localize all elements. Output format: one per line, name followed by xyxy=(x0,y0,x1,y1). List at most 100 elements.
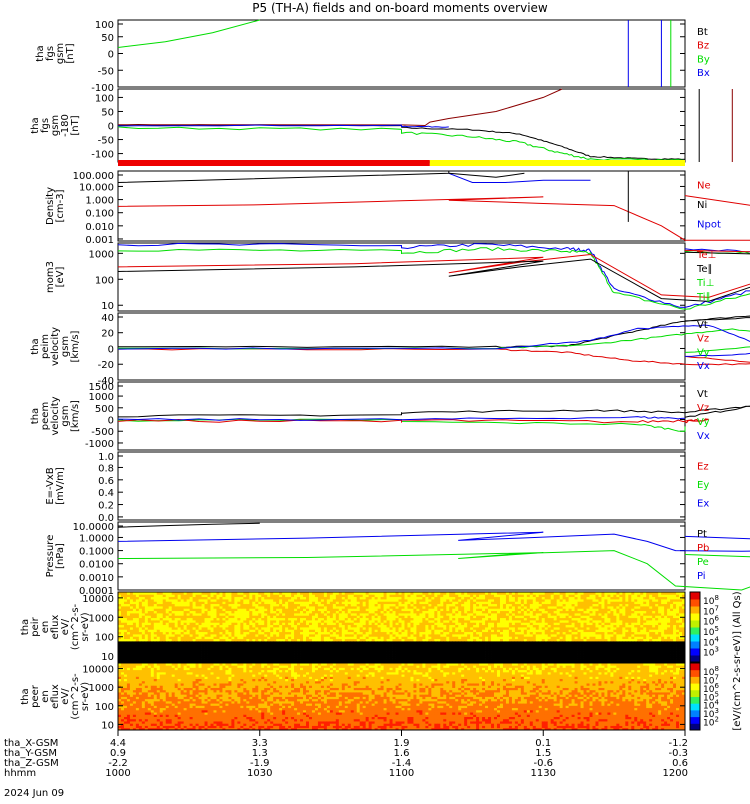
spectrogram-cell xyxy=(563,604,566,607)
spectrogram-cell xyxy=(288,604,291,607)
spectrogram-cell xyxy=(378,639,381,642)
spectrogram-cell xyxy=(479,632,482,635)
spectrogram-cell xyxy=(455,653,458,656)
spectrogram-cell xyxy=(187,650,190,653)
spectrogram-cell xyxy=(166,597,169,600)
spectrogram-cell xyxy=(372,655,375,658)
spectrogram-cell xyxy=(163,611,166,614)
spectrogram-cell xyxy=(228,618,231,621)
spectrogram-cell xyxy=(473,636,476,639)
spectrogram-cell xyxy=(575,634,578,637)
spectrogram-cell xyxy=(458,622,461,625)
spectrogram-cell xyxy=(222,636,225,639)
spectrogram-cell xyxy=(464,639,467,642)
spectrogram-cell xyxy=(225,594,228,597)
spectrogram-cell xyxy=(163,608,166,611)
spectrogram-cell xyxy=(330,639,333,642)
spectrogram-cell xyxy=(434,643,437,646)
spectrogram-cell xyxy=(345,597,348,600)
spectrogram-cell xyxy=(458,608,461,611)
spectrogram-cell xyxy=(407,608,410,611)
series-line-blue xyxy=(118,125,449,127)
spectrogram-cell xyxy=(300,606,303,609)
spectrogram-cell xyxy=(345,653,348,656)
spectrogram-cell xyxy=(384,636,387,639)
spectrogram-cell xyxy=(282,653,285,656)
spectrogram-cell xyxy=(491,653,494,656)
spectrogram-cell xyxy=(545,648,548,651)
spectrogram-cell xyxy=(258,599,261,602)
spectrogram-cell xyxy=(476,657,479,660)
spectrogram-cell xyxy=(500,646,503,649)
spectrogram-cell xyxy=(533,606,536,609)
spectrogram-cell xyxy=(566,648,569,651)
spectrogram-cell xyxy=(560,632,563,635)
spectrogram-cell xyxy=(503,648,506,651)
spectrogram-cell xyxy=(121,620,124,623)
spectrogram-cell xyxy=(515,618,518,621)
spectrogram-cell xyxy=(231,655,234,658)
spectrogram-cell xyxy=(536,597,539,600)
spectrogram-cell xyxy=(461,613,464,616)
spectrogram-cell xyxy=(431,641,434,644)
spectrogram-cell xyxy=(243,618,246,621)
spectrogram-cell xyxy=(557,648,560,651)
spectrogram-cell xyxy=(533,632,536,635)
spectrogram-cell xyxy=(578,632,581,635)
spectrogram-cell xyxy=(184,648,187,651)
spectrogram-cell xyxy=(464,594,467,597)
spectrogram-cell xyxy=(255,643,258,646)
spectrogram-cell xyxy=(527,632,530,635)
spectrogram-cell xyxy=(440,620,443,623)
spectrogram-cell xyxy=(488,641,491,644)
spectrogram-cell xyxy=(485,625,488,628)
spectrogram-cell xyxy=(536,648,539,651)
spectrogram-cell xyxy=(578,648,581,651)
spectrogram-cell xyxy=(575,655,578,658)
spectrogram-cell xyxy=(202,655,205,658)
spectrogram-cell xyxy=(142,636,145,639)
spectrogram-cell xyxy=(440,606,443,609)
spectrogram-cell xyxy=(351,639,354,642)
spectrogram-cell xyxy=(485,618,488,621)
spectrogram-cell xyxy=(294,650,297,653)
spectrogram-cell xyxy=(282,646,285,649)
spectrogram-cell xyxy=(231,620,234,623)
spectrogram-cell xyxy=(587,615,590,618)
spectrogram-cell xyxy=(175,608,178,611)
spectrogram-cell xyxy=(491,594,494,597)
spectrogram-cell xyxy=(575,648,578,651)
spectrogram-cell xyxy=(512,620,515,623)
spectrogram-cell xyxy=(267,629,270,632)
spectrogram-cell xyxy=(312,625,315,628)
spectrogram-cell xyxy=(142,606,145,609)
spectrogram-cell xyxy=(443,657,446,660)
spectrogram-cell xyxy=(476,620,479,623)
spectrogram-cell xyxy=(160,613,163,616)
spectrogram-cell xyxy=(485,632,488,635)
spectrogram-cell xyxy=(288,618,291,621)
spectrogram-cell xyxy=(387,653,390,656)
spectrogram-cell xyxy=(264,622,267,625)
spectrogram-cell xyxy=(470,606,473,609)
spectrogram-cell xyxy=(527,641,530,644)
spectrogram-cell xyxy=(133,636,136,639)
spectrogram-cell xyxy=(431,608,434,611)
spectrogram-cell xyxy=(443,627,446,630)
spectrogram-cell xyxy=(518,606,521,609)
spectrogram-cell xyxy=(387,629,390,632)
spectrogram-cell xyxy=(139,653,142,656)
spectrogram-cell xyxy=(285,599,288,602)
spectrogram-cell xyxy=(219,629,222,632)
spectrogram-cell xyxy=(148,657,151,660)
spectrogram-cell xyxy=(228,636,231,639)
spectrogram-cell xyxy=(425,627,428,630)
spectrogram-cell xyxy=(390,634,393,637)
spectrogram-cell xyxy=(300,618,303,621)
spectrogram-cell xyxy=(300,641,303,644)
spectrogram-cell xyxy=(393,650,396,653)
spectrogram-cell xyxy=(175,625,178,628)
spectrogram-cell xyxy=(512,611,515,614)
spectrogram-cell xyxy=(255,618,258,621)
spectrogram-cell xyxy=(231,627,234,630)
